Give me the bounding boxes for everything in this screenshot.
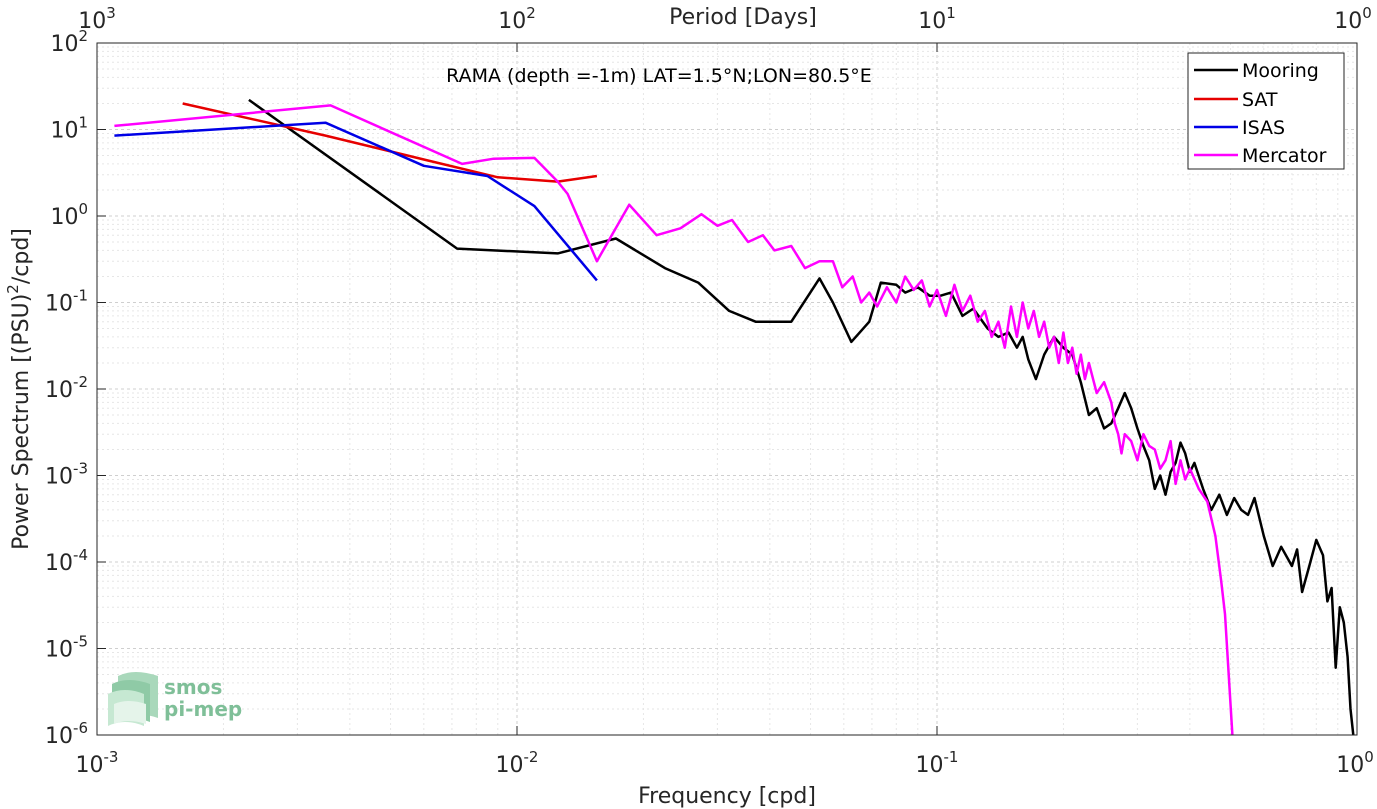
y-tick-label: 10-1	[45, 287, 88, 317]
top-tick-label: 100	[1334, 4, 1372, 34]
y-axis-label-main: Power Spectrum [(PSU)	[9, 294, 34, 550]
top-tick-label: 101	[918, 4, 956, 34]
top-tick-label: 103	[78, 4, 116, 34]
logo-waves-icon	[108, 672, 158, 726]
x-axis-label: Frequency [cpd]	[638, 784, 816, 809]
y-tick-label: 10-2	[45, 373, 88, 403]
y-tick-label: 101	[50, 114, 88, 144]
legend-label-sat: SAT	[1242, 89, 1278, 111]
y-tick-label: 10-4	[45, 546, 88, 576]
series-line-mercator	[114, 104, 1234, 736]
series-line-mooring	[248, 98, 1355, 736]
x-tick-label: 10-3	[76, 748, 119, 778]
legend: Mooring SAT ISAS Mercator	[1187, 52, 1345, 170]
legend-label-isas: ISAS	[1242, 117, 1285, 139]
y-tick-label: 10-5	[45, 633, 88, 663]
x-tick-label: 10-1	[916, 748, 959, 778]
legend-label-mooring: Mooring	[1242, 60, 1319, 82]
top-axis-label: Period [Days]	[669, 5, 817, 30]
series-line-sat	[182, 102, 598, 183]
y-tick-label: 102	[50, 27, 88, 57]
chart-title: RAMA (depth =-1m) LAT=1.5°N;LON=80.5°E	[446, 65, 872, 87]
x-tick-label: 100	[1336, 748, 1374, 778]
data-series	[114, 98, 1355, 736]
y-axis-label: Power Spectrum [(PSU)2/cpd]	[4, 228, 34, 550]
logo-text-smos: smos	[164, 675, 222, 699]
logo-text-pimep: pi-mep	[164, 697, 242, 721]
y-axis-label-tail: /cpd]	[9, 228, 34, 284]
legend-label-mercator: Mercator	[1242, 145, 1327, 167]
y-tick-label: 100	[50, 200, 88, 230]
series-line-isas	[114, 121, 598, 282]
y-tick-label: 10-6	[45, 719, 88, 749]
x-tick-label: 10-2	[496, 748, 539, 778]
y-tick-label: 10-3	[45, 460, 88, 490]
top-tick-label: 102	[498, 4, 536, 34]
smos-pimep-logo: smos pi-mep	[108, 672, 242, 726]
y-axis-label-sup: 2	[4, 284, 22, 294]
legend-box	[1187, 52, 1345, 170]
